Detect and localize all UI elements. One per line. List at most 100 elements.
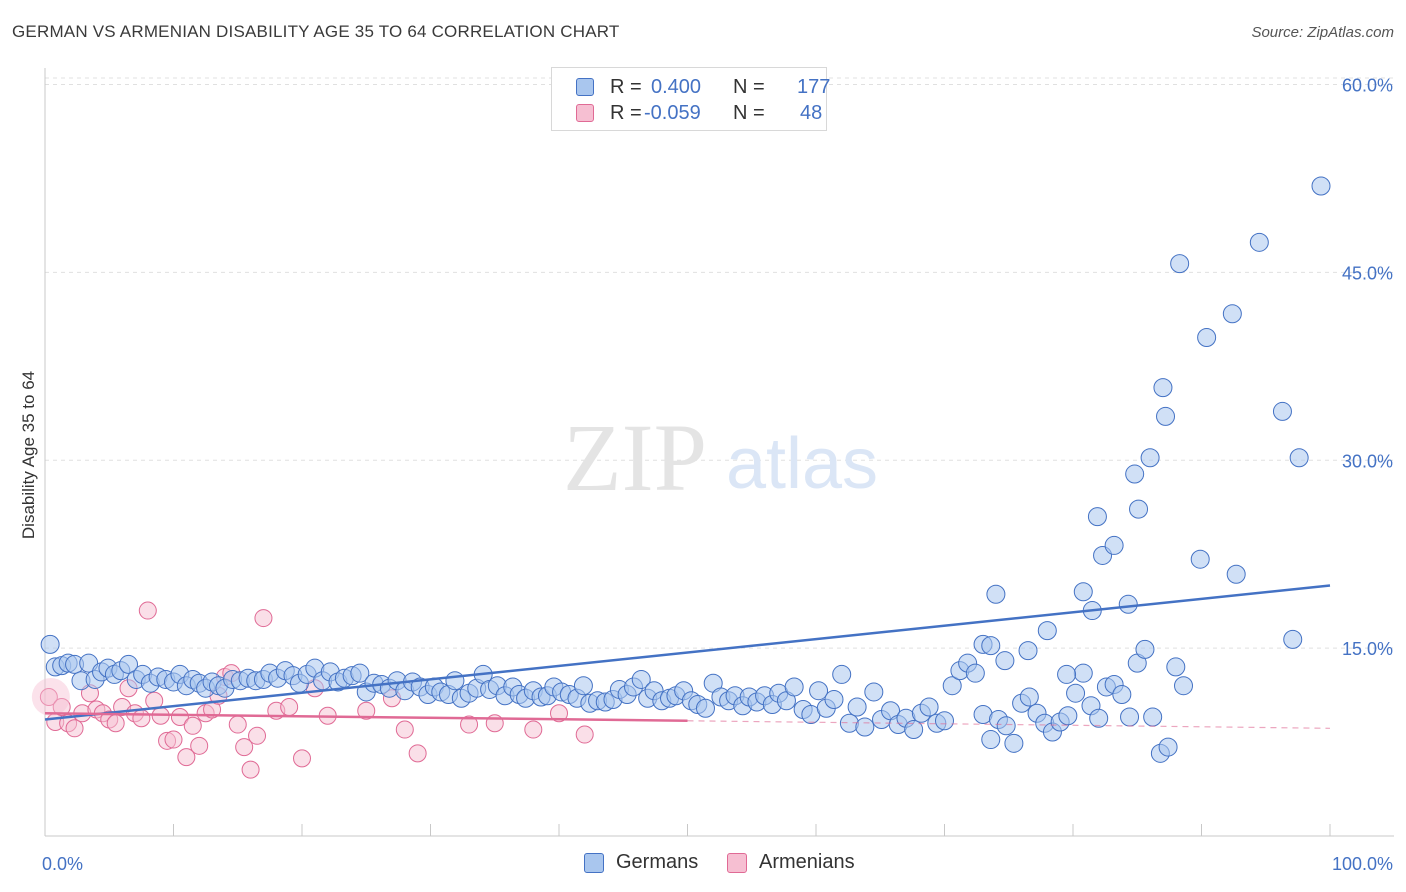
point-armenians — [228, 715, 247, 734]
point-armenians — [106, 714, 125, 733]
x-tick-label-min: 0.0% — [42, 854, 83, 874]
y-tick-label: 45.0% — [1342, 263, 1393, 283]
watermark-atlas: atlas — [726, 424, 878, 504]
point-armenians — [235, 738, 254, 757]
point-germans — [1197, 328, 1217, 348]
point-germans — [864, 682, 884, 702]
point-armenians — [52, 697, 71, 716]
point-germans — [40, 634, 60, 654]
point-germans — [1004, 733, 1024, 753]
bottom-legend-swatch-armenians — [727, 853, 747, 873]
watermark: ZIP atlas — [563, 404, 878, 511]
correlation-legend: R = 0.400 N = 177 R = -0.059 N = 48 — [551, 67, 831, 131]
point-armenians — [65, 719, 84, 738]
bottom-legend-label-armenians: Armenians — [759, 851, 855, 873]
point-germans — [1166, 657, 1186, 677]
point-armenians — [408, 744, 427, 763]
point-armenians — [550, 704, 568, 723]
bottom-legend-swatch-germans — [584, 853, 604, 873]
y-axis-label: Disability Age 35 to 64 — [19, 371, 38, 539]
point-armenians — [241, 760, 260, 779]
trend-line-germans — [44, 584, 1331, 721]
point-armenians — [575, 725, 594, 744]
point-germans — [1112, 684, 1132, 704]
point-germans — [904, 720, 924, 740]
trend-line-armenians-extension — [687, 720, 1331, 729]
point-germans — [855, 717, 875, 737]
point-germans — [1289, 448, 1309, 468]
point-germans — [1087, 507, 1107, 527]
y-tick-label: 60.0% — [1342, 76, 1393, 96]
point-armenians — [183, 716, 202, 735]
point-germans — [965, 663, 985, 683]
point-armenians — [132, 709, 151, 728]
point-germans — [981, 636, 1001, 656]
point-armenians — [31, 677, 70, 716]
point-germans — [1135, 639, 1155, 659]
legend-r-label: R = — [610, 102, 642, 124]
point-germans — [1118, 594, 1138, 614]
y-tick-label: 30.0% — [1342, 451, 1393, 471]
point-germans — [695, 698, 715, 718]
point-germans — [942, 676, 962, 696]
point-germans — [1058, 706, 1078, 726]
legend-n-value: 177 — [797, 76, 831, 98]
point-armenians — [460, 715, 479, 734]
point-germans — [350, 663, 370, 683]
point-germans — [1018, 641, 1038, 661]
trend-lines — [44, 584, 1331, 729]
point-germans — [935, 711, 954, 731]
trend-line-armenians — [44, 712, 688, 723]
point-germans — [1311, 176, 1331, 196]
point-germans — [995, 651, 1015, 671]
point-germans — [1125, 464, 1145, 484]
point-germans — [1019, 687, 1039, 707]
point-germans — [1283, 629, 1303, 649]
point-armenians — [138, 601, 157, 620]
legend-n-label: N = — [733, 76, 765, 98]
point-armenians — [395, 720, 414, 739]
point-germans — [1170, 254, 1190, 274]
point-germans — [1143, 707, 1163, 727]
point-germans — [832, 664, 852, 684]
legend-r-label: R = — [610, 76, 642, 98]
point-armenians — [164, 730, 183, 749]
point-germans — [1153, 378, 1173, 398]
point-germans — [1158, 737, 1178, 757]
point-germans — [1089, 708, 1109, 728]
point-germans — [784, 677, 804, 697]
y-tick-label: 15.0% — [1342, 639, 1393, 659]
x-tick-labels: 0.0% 100.0% — [42, 854, 1393, 874]
bottom-legend-label-germans: Germans — [616, 851, 699, 873]
legend-r-value: 0.400 — [651, 76, 702, 98]
point-armenians — [248, 726, 267, 745]
point-germans — [996, 716, 1016, 736]
point-germans — [1226, 564, 1246, 584]
point-armenians — [39, 687, 58, 706]
legend-n-value: 48 — [800, 102, 823, 124]
point-germans — [824, 689, 844, 709]
x-tick-label-max: 100.0% — [1332, 854, 1393, 874]
chart-title: GERMAN VS ARMENIAN DISABILITY AGE 35 TO … — [12, 22, 620, 41]
y-tick-labels: 15.0% 30.0% 45.0% 60.0% — [1342, 76, 1393, 660]
point-armenians — [254, 609, 273, 628]
point-germans — [445, 671, 465, 691]
point-germans — [573, 676, 593, 696]
watermark-zip: ZIP — [563, 404, 707, 511]
point-germans — [1037, 621, 1057, 641]
point-armenians — [357, 701, 376, 720]
point-germans — [1140, 448, 1160, 468]
point-germans — [1272, 401, 1292, 421]
point-germans — [1120, 707, 1140, 727]
point-germans — [631, 669, 651, 689]
point-armenians — [177, 748, 196, 767]
point-armenians — [280, 697, 299, 716]
point-germans — [847, 697, 867, 717]
point-germans — [1249, 232, 1269, 252]
point-germans — [809, 681, 829, 701]
point-germans — [1057, 664, 1077, 684]
legend-swatch-armenians — [576, 104, 594, 122]
point-germans — [119, 654, 139, 674]
legend-r-value: -0.059 — [644, 102, 701, 124]
